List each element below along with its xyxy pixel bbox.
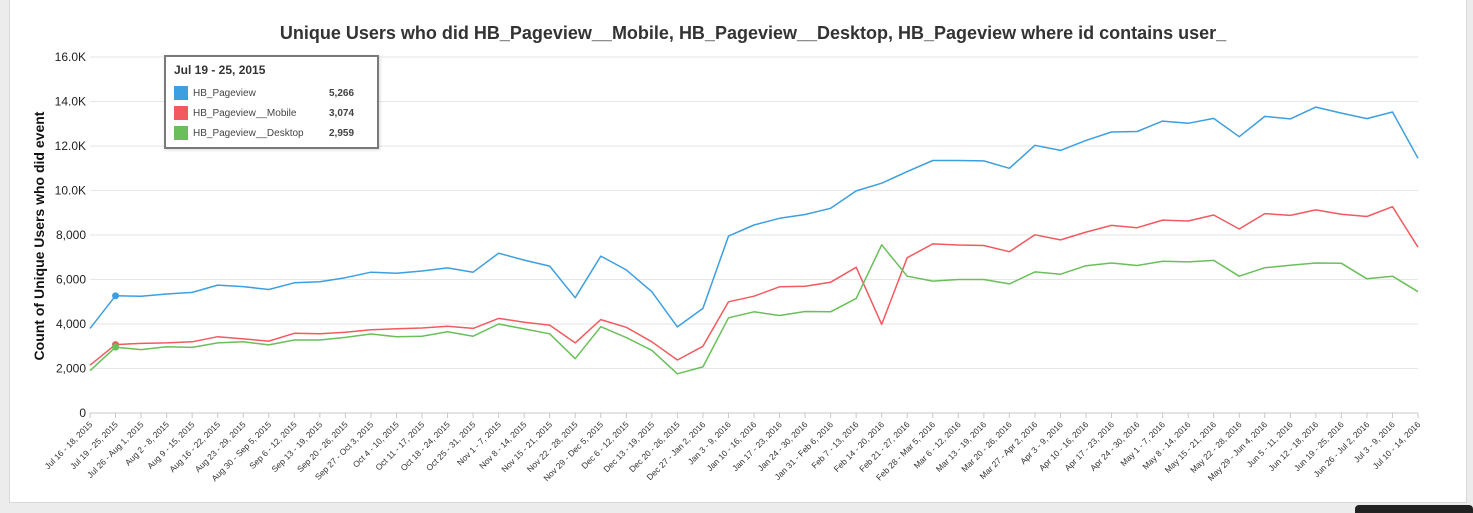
chart-title: Unique Users who did HB_Pageview__Mobile… <box>280 23 1227 43</box>
y-tick-label: 2,000 <box>56 362 86 376</box>
tooltip-title: Jul 19 - 25, 2015 <box>174 63 266 77</box>
tooltip-row: HB_Pageview__Mobile 3,074 <box>174 103 369 123</box>
highlight-markers <box>112 292 120 351</box>
y-tick-label: 6,000 <box>56 273 86 287</box>
series-line <box>89 205 1419 366</box>
y-tick-label: 14.0K <box>55 95 86 109</box>
y-tick-label: 10.0K <box>55 184 86 198</box>
tooltip-series-name: HB_Pageview__Desktop <box>193 127 304 139</box>
tooltip-row: HB_Pageview 5,266 <box>174 83 369 103</box>
legend-swatch-icon <box>174 106 188 120</box>
series-line <box>89 244 1419 375</box>
y-tick-label: 0 <box>79 406 86 420</box>
y-axis-label: Count of Unique Users who did event <box>31 111 47 360</box>
y-tick-label: 8,000 <box>56 228 86 242</box>
hover-point <box>112 292 120 300</box>
scroll-handle[interactable] <box>1355 505 1473 513</box>
tooltip-row: HB_Pageview__Desktop 2,959 <box>174 123 369 143</box>
tooltip-series-value: 2,959 <box>329 127 355 139</box>
series-line <box>89 106 1419 329</box>
tooltip-series-value: 5,266 <box>329 87 355 99</box>
series-lines <box>89 106 1419 375</box>
hover-point <box>112 343 120 351</box>
tooltip-series-value: 3,074 <box>329 107 355 119</box>
y-tick-label: 12.0K <box>55 139 86 153</box>
legend-swatch-icon <box>174 86 188 100</box>
legend-swatch-icon <box>174 126 188 140</box>
y-axis-ticks: 0 2,000 4,000 6,000 8,000 10.0K 12.0K 14.0K 16.0… <box>55 50 87 420</box>
x-tick-label: Jul 10 - 14, 2016 <box>1371 419 1423 471</box>
y-tick-label: 16.0K <box>55 50 86 64</box>
hover-tooltip: Jul 19 - 25, 2015 HB_Pageview 5,266 HB_P… <box>164 55 379 149</box>
tooltip-series-name: HB_Pageview__Mobile <box>193 107 297 119</box>
tooltip-series-name: HB_Pageview <box>193 87 256 99</box>
y-tick-label: 4,000 <box>56 317 86 331</box>
